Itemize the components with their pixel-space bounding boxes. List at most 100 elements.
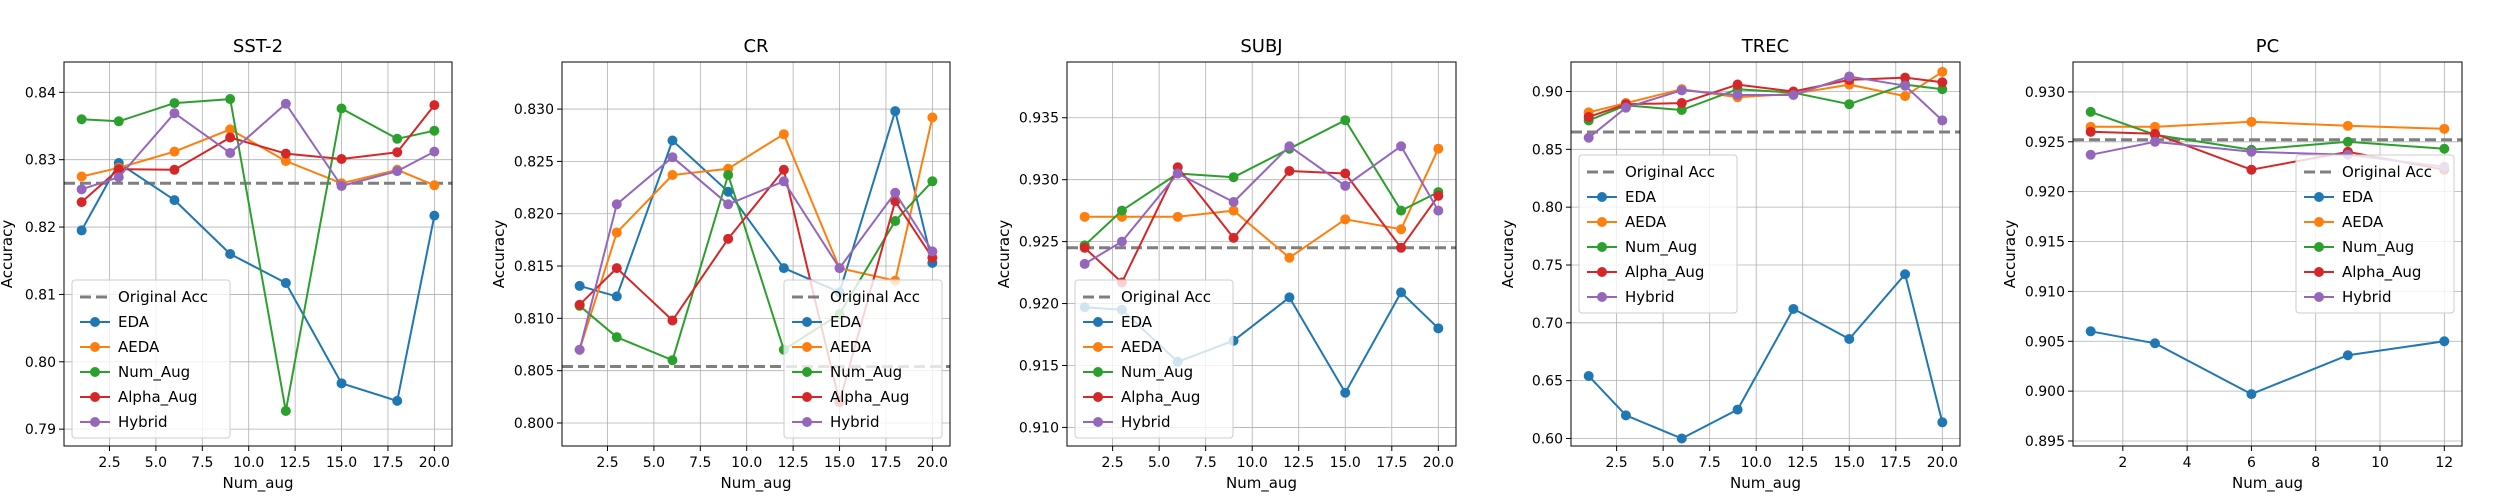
data-point-alpha-aug: [890, 196, 901, 207]
legend-frame: [2295, 154, 2455, 314]
data-point-num-aug: [1340, 115, 1351, 126]
data-point-hybrid: [927, 246, 938, 257]
data-point-alpha-aug: [778, 164, 789, 175]
plot-area: [64, 94, 452, 416]
y-tick-label: 0.82: [25, 220, 56, 236]
data-point-aeda: [2342, 120, 2353, 131]
legend-label: Hybrid: [830, 413, 880, 431]
legend-label: Alpha_Aug: [1121, 388, 1200, 407]
series-line-aeda: [2090, 120, 2445, 130]
data-point-hybrid: [723, 199, 734, 210]
data-point-aeda: [1172, 211, 1183, 222]
data-point-num-aug: [429, 125, 440, 136]
chart-title: CR: [743, 36, 768, 57]
legend: Original Acc EDA AEDA Num_Aug Alpha_Aug Hybri…: [2295, 154, 2455, 314]
legend: Original Acc EDA AEDA Num_Aug Alpha_Aug Hybri…: [71, 279, 231, 439]
axes-frame: [2072, 61, 2463, 447]
series-line-alpha-aug: [80, 104, 436, 203]
series-line-eda: [1587, 273, 1944, 440]
legend-label: EDA: [1121, 313, 1153, 331]
legend-label: Hybrid: [2342, 288, 2392, 306]
data-point-eda: [1396, 287, 1407, 298]
legend-label: Original Acc: [1121, 288, 1211, 306]
data-point-alpha-aug: [392, 147, 403, 158]
data-point-eda: [1284, 292, 1295, 303]
y-axis-label: Accuracy: [490, 220, 508, 289]
data-point-hybrid: [1732, 89, 1743, 100]
data-point-aeda: [429, 180, 440, 191]
data-point-num-aug: [1844, 99, 1855, 110]
legend-label: Hybrid: [1121, 413, 1171, 431]
data-point-eda: [1676, 433, 1687, 444]
series-line-hybrid: [1588, 75, 1943, 139]
data-point-num-aug: [113, 116, 124, 127]
legend-marker-eda: [90, 317, 100, 327]
axes-frame: [1066, 61, 1457, 447]
legend-label: Original Acc: [118, 288, 208, 306]
data-point-hybrid: [225, 147, 236, 158]
data-point-alpha-aug: [1433, 190, 1444, 201]
data-point-num-aug: [336, 103, 347, 114]
data-point-hybrid: [1900, 80, 1911, 91]
data-point-eda: [1620, 410, 1631, 421]
data-point-aeda: [667, 170, 678, 181]
x-tick-label: 10.0: [1741, 455, 1772, 471]
data-point-eda: [778, 263, 789, 274]
data-point-aeda: [1340, 214, 1351, 225]
data-point-eda: [1433, 323, 1444, 334]
x-tick-label: 20.0: [1423, 455, 1454, 471]
data-point-hybrid: [1937, 115, 1948, 126]
data-point-aeda: [225, 124, 236, 135]
x-tick-label: 5.0: [1652, 455, 1674, 471]
chart-title: SST-2: [233, 36, 283, 57]
legend-marker-aeda: [802, 342, 812, 352]
data-point-eda: [1937, 417, 1948, 428]
data-point-eda: [169, 195, 180, 206]
legend-marker-alpha-aug: [802, 392, 812, 402]
data-point-eda: [1583, 371, 1594, 382]
data-point-alpha-aug: [574, 299, 585, 310]
legend-marker-eda: [2314, 192, 2324, 202]
x-tick-label: 2.5: [98, 455, 120, 471]
data-point-aeda: [1284, 252, 1295, 263]
data-point-num-aug: [392, 133, 403, 144]
y-tick-label: 0.90: [1532, 84, 1563, 100]
data-point-eda: [611, 291, 622, 302]
legend-label: Hybrid: [118, 413, 168, 431]
data-point-alpha-aug: [2149, 128, 2160, 139]
data-point-num-aug: [1676, 105, 1687, 115]
y-tick-label: 0.815: [514, 259, 554, 275]
chart-title: TREC: [1741, 36, 1789, 57]
y-tick-label: 0.930: [1019, 173, 1059, 189]
series-line-aeda: [1084, 148, 1440, 259]
data-point-num-aug: [2342, 136, 2353, 147]
series-line-alpha-aug: [1084, 166, 1440, 284]
legend-label: EDA: [2342, 188, 2374, 206]
data-point-aeda: [927, 112, 938, 123]
data-point-aeda: [778, 129, 789, 140]
legend-label: EDA: [118, 313, 150, 331]
data-point-alpha-aug: [723, 233, 734, 244]
data-point-hybrid: [1676, 85, 1687, 96]
legend: Original Acc EDA AEDA Num_Aug Alpha_Aug Hybri…: [783, 279, 943, 439]
x-tick-label: 5.0: [145, 455, 167, 471]
y-axis-label: Accuracy: [2001, 220, 2019, 289]
x-tick-label: 7.5: [1195, 455, 1217, 471]
data-point-aeda: [1937, 66, 1948, 77]
legend-marker-alpha-aug: [1597, 267, 1607, 277]
data-point-eda: [392, 395, 403, 406]
y-tick-label: 0.925: [2025, 135, 2065, 151]
series-line-num-aug: [1084, 119, 1439, 247]
chart-panel-subj: 2.5 5.0 7.5 10.0 12.5 15.0 17.5 20.0 0.910 0.915 0…: [995, 36, 1457, 493]
data-point-aeda: [1079, 211, 1090, 222]
legend-marker-aeda: [1597, 217, 1607, 227]
legend-marker-alpha-aug: [2314, 267, 2324, 277]
data-point-hybrid: [2149, 136, 2160, 147]
legend-label: Alpha_Aug: [1625, 263, 1704, 282]
data-point-hybrid: [1396, 141, 1407, 152]
y-tick-label: 0.65: [1532, 374, 1563, 390]
legend-label: Original Acc: [2342, 163, 2432, 181]
data-point-eda: [336, 378, 347, 389]
legend-label: Num_Aug: [830, 363, 902, 382]
x-tick-label: 12.5: [778, 455, 809, 471]
